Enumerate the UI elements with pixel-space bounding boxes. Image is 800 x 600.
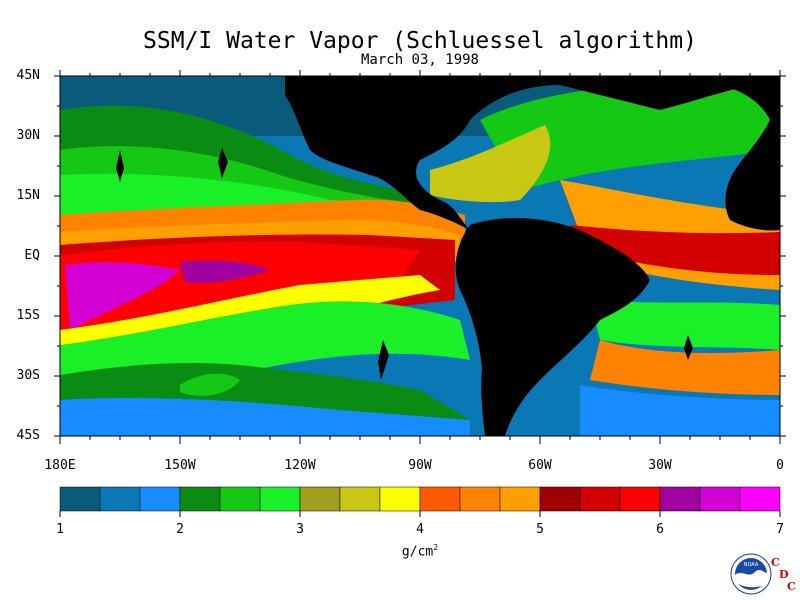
satellite-gap: [684, 335, 693, 360]
colorbar-swatch: [579, 486, 621, 512]
colorbar-swatch: [659, 486, 701, 512]
africa: [720, 76, 780, 231]
colorbar-swatch: [139, 486, 181, 512]
lon-label: 180E: [44, 458, 76, 473]
north-atlantic-green: [480, 80, 780, 190]
colorbar-swatch: [699, 486, 741, 512]
cdc-letter-3: C: [787, 580, 796, 593]
caribbean-yellow: [430, 125, 551, 203]
colorbar-swatch: [459, 486, 501, 512]
map-ticks: [54, 70, 786, 444]
lat-label: 30S: [16, 368, 40, 383]
lon-label: 30W: [648, 458, 672, 473]
colorbar-tick-label: 2: [176, 522, 184, 537]
colorbar-swatch: [299, 486, 341, 512]
colorbar-swatch: [59, 486, 101, 512]
lat-label: EQ: [24, 248, 40, 263]
colorbar: [59, 486, 781, 517]
colorbar-swatch: [379, 486, 421, 512]
colorbar-swatch: [619, 486, 661, 512]
noaa-logo-text: NOAA: [744, 562, 759, 568]
lon-label: 150W: [164, 458, 196, 473]
cdc-letter-2: D: [779, 568, 789, 581]
colorbar-swatch: [339, 486, 381, 512]
satellite-gap: [378, 340, 389, 380]
atlantic-south-green: [590, 300, 780, 350]
colorbar-tick-label: 6: [656, 522, 664, 537]
lon-label: 120W: [284, 458, 316, 473]
lat-label: 15S: [16, 308, 40, 323]
colorbar-swatch: [259, 486, 301, 512]
north-america: [285, 76, 780, 230]
atlantic-south-blue: [580, 385, 780, 436]
map-title: SSM/I Water Vapor (Schluessel algorithm): [143, 28, 697, 54]
south-eddy: [180, 373, 240, 396]
colorbar-tick-label: 4: [416, 522, 424, 537]
colorbar-tick-label: 1: [56, 522, 64, 537]
lon-label: 90W: [408, 458, 432, 473]
lon-label: 0: [776, 458, 784, 473]
colorbar-units: g/cm2: [401, 543, 439, 560]
lat-label: 45N: [16, 68, 40, 83]
satellite-gap: [116, 150, 124, 182]
itcz-bright-red: [60, 241, 420, 330]
noaa-logo-icon: NOAA: [730, 553, 772, 595]
map-field: [60, 76, 780, 436]
satellite-gap: [484, 335, 492, 362]
colorbar-swatch: [499, 486, 541, 512]
satellite-gap: [218, 148, 228, 178]
south-america: [455, 218, 650, 436]
colorbar-swatch: [539, 486, 581, 512]
map-subtitle: March 03, 1998: [360, 52, 479, 68]
atlantic-red: [570, 225, 780, 275]
lon-label: 60W: [528, 458, 552, 473]
colorbar-tick-label: 7: [776, 522, 784, 537]
atlantic-south-orange: [590, 340, 780, 395]
colorbar-swatch: [219, 486, 261, 512]
colorbar-swatch: [419, 486, 461, 512]
colorbar-tick-label: 3: [296, 522, 304, 537]
colorbar-swatch: [739, 486, 781, 512]
cdc-letter-1: C: [771, 556, 780, 569]
colorbar-tick-label: 5: [536, 522, 544, 537]
south-blue: [60, 398, 470, 436]
lat-label: 45S: [16, 428, 40, 443]
colorbar-swatch: [179, 486, 221, 512]
lat-label: 30N: [16, 128, 40, 143]
lat-label: 15N: [16, 188, 40, 203]
high-vapor-magenta: [65, 262, 180, 330]
colorbar-swatch: [99, 486, 141, 512]
high-vapor-purple: [180, 260, 270, 283]
